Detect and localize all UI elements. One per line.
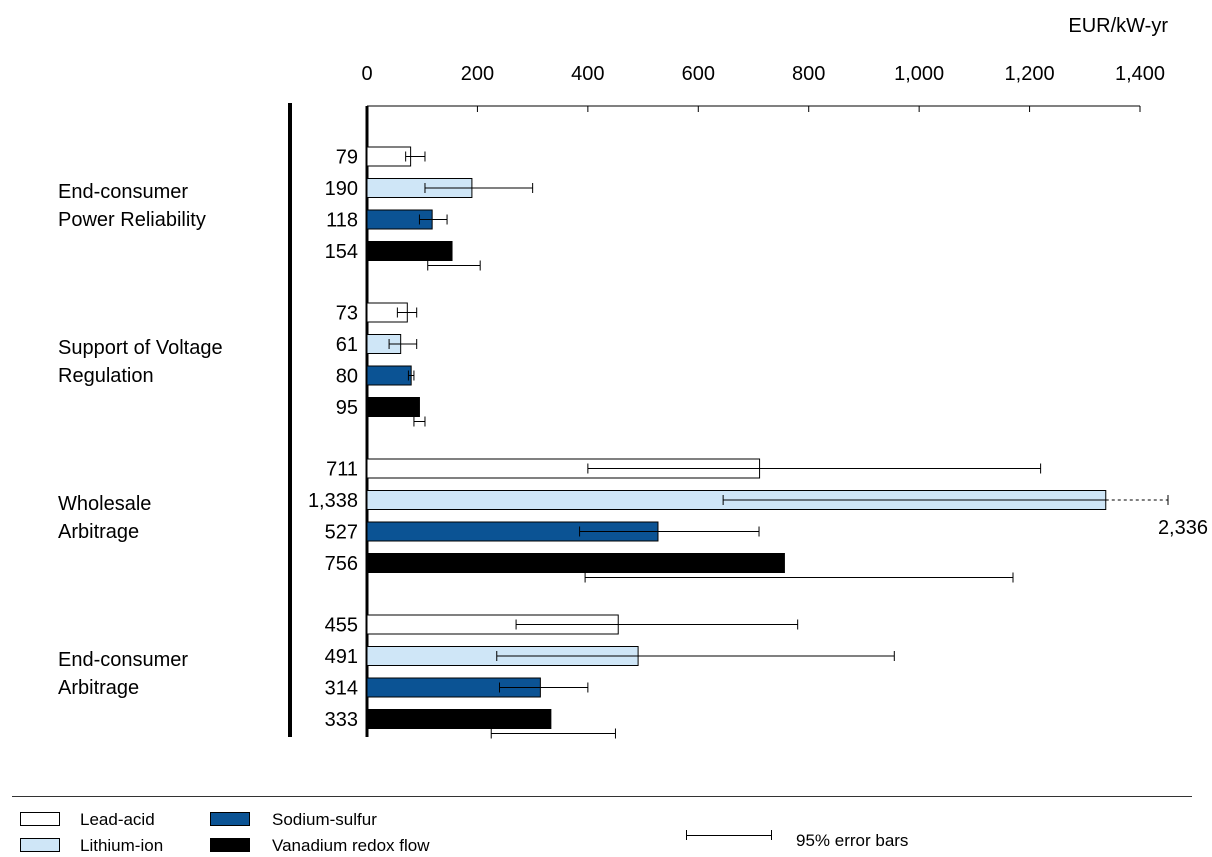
category-label: Regulation bbox=[58, 365, 154, 387]
category-label: Wholesale bbox=[58, 493, 151, 515]
category-label: Arbitrage bbox=[58, 521, 139, 543]
bar bbox=[366, 709, 552, 729]
bar bbox=[366, 146, 412, 167]
x-tick-label: 0 bbox=[361, 63, 372, 85]
legend-error-bar-cap bbox=[771, 830, 772, 840]
legend-error-bar-cap bbox=[686, 830, 687, 840]
legend-separator bbox=[12, 796, 1192, 797]
bar bbox=[366, 365, 412, 386]
legend-label: Sodium-sulfur bbox=[272, 810, 377, 829]
bar-value-label: 118 bbox=[326, 210, 358, 232]
legend-swatch bbox=[20, 838, 60, 852]
category-label: End-consumer bbox=[58, 181, 188, 203]
bar-value-label: 491 bbox=[325, 646, 358, 668]
bar-value-label: 314 bbox=[325, 678, 358, 700]
legend-swatch bbox=[20, 812, 60, 826]
legend-label: Vanadium redox flow bbox=[272, 836, 430, 855]
bar-value-label: 154 bbox=[325, 241, 358, 263]
bar-value-label: 95 bbox=[336, 397, 358, 419]
x-tick-label: 1,000 bbox=[894, 63, 944, 85]
bar-value-label: 80 bbox=[336, 366, 358, 388]
legend-swatch bbox=[210, 838, 250, 852]
overflow-value-label: 2,336 bbox=[1158, 517, 1208, 539]
legend-error-bar-label: 95% error bars bbox=[796, 831, 909, 850]
bar bbox=[366, 553, 785, 573]
bar-value-label: 190 bbox=[325, 178, 358, 200]
bar bbox=[366, 397, 420, 417]
x-tick-label: 1,400 bbox=[1115, 63, 1165, 85]
legend-swatch bbox=[210, 812, 250, 826]
unit-label: EUR/kW-yr bbox=[1068, 15, 1168, 37]
x-tick-label: 200 bbox=[461, 63, 494, 85]
x-tick-label: 1,200 bbox=[1005, 63, 1055, 85]
x-tick-label: 800 bbox=[792, 63, 825, 85]
x-tick-label: 600 bbox=[682, 63, 715, 85]
bar-value-label: 73 bbox=[336, 303, 358, 325]
bar-value-label: 333 bbox=[325, 709, 358, 731]
legend-error-bar-sample bbox=[686, 830, 772, 840]
bar bbox=[366, 241, 453, 261]
legend-label: Lead-acid bbox=[80, 810, 155, 829]
x-tick-label: 400 bbox=[571, 63, 604, 85]
category-label: Arbitrage bbox=[58, 677, 139, 699]
bar-value-label: 711 bbox=[326, 459, 358, 481]
bar-value-label: 756 bbox=[325, 553, 358, 575]
category-label: End-consumer bbox=[58, 649, 188, 671]
category-label: Support of Voltage bbox=[58, 337, 223, 359]
category-label: Power Reliability bbox=[58, 209, 206, 231]
bar-value-label: 79 bbox=[336, 147, 358, 169]
bar-value-label: 455 bbox=[325, 615, 358, 637]
bar-value-label: 61 bbox=[336, 334, 358, 356]
chart: EUR/kW-yr 0 200 400 600 800 1,000 1,200 1,400 End… bbox=[58, 15, 1208, 739]
bar-value-label: 1,338 bbox=[308, 490, 358, 512]
legend-label: Lithium-ion bbox=[80, 836, 164, 855]
bar-value-label: 527 bbox=[325, 522, 358, 544]
